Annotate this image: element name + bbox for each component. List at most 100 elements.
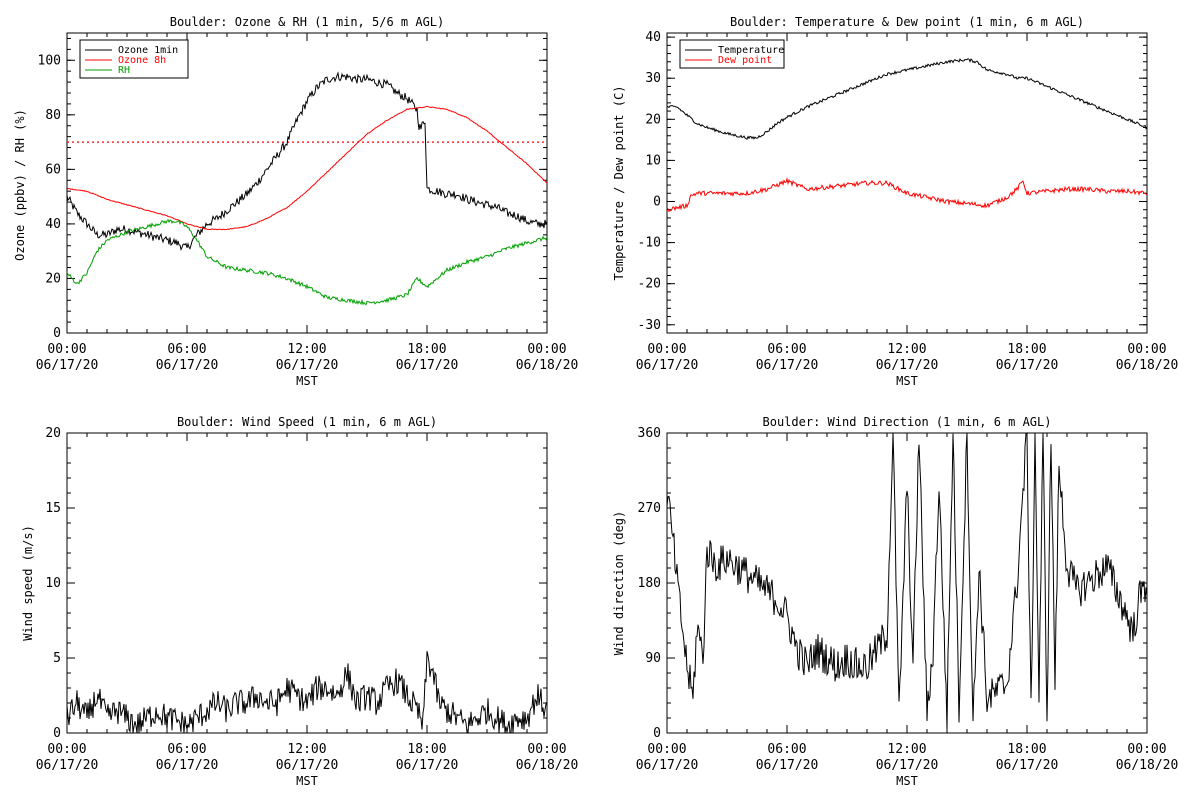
x-axis-label: MST [296, 774, 318, 788]
x-tick-label-date: 06/17/20 [756, 358, 819, 373]
x-tick-label-time: 00:00 [647, 342, 686, 357]
x-tick-label-time: 12:00 [887, 342, 926, 357]
x-tick-label-date: 06/17/20 [876, 358, 939, 373]
y-axis-label: Ozone (ppbv) / RH (%) [13, 109, 27, 261]
x-tick-label-date: 06/17/20 [276, 358, 339, 373]
x-tick-label-time: 00:00 [1127, 742, 1166, 757]
y-tick-label: 20 [45, 426, 61, 441]
plot-frame [666, 32, 1148, 334]
y-axis-label: Wind speed (m/s) [21, 525, 35, 641]
axes: -30-20-1001020304000:0006/17/2006:0006/1… [636, 30, 1179, 373]
series-line-dew-point [666, 176, 1148, 213]
x-tick-label-date: 06/17/20 [396, 358, 459, 373]
x-tick-label-time: 00:00 [527, 342, 566, 357]
x-tick-label-date: 06/17/20 [876, 758, 939, 773]
y-tick-label: 0 [653, 194, 661, 209]
x-tick-label-date: 06/17/20 [156, 358, 219, 373]
x-tick-label-time: 18:00 [407, 342, 446, 357]
y-tick-label: 5 [53, 651, 61, 666]
legend: Temperature Dew point [679, 39, 785, 69]
series-line-wind-dir [666, 432, 1148, 731]
axes: 0510152000:0006/17/2006:0006/17/2012:000… [36, 426, 579, 773]
y-tick-label: -30 [638, 318, 661, 333]
y-tick-label: -20 [638, 277, 661, 292]
x-tick-label-time: 00:00 [647, 742, 686, 757]
x-tick-label-date: 06/17/20 [636, 358, 699, 373]
y-tick-label: 100 [38, 53, 61, 68]
x-tick-label-date: 06/17/20 [756, 758, 819, 773]
y-tick-label: 15 [45, 501, 61, 516]
x-tick-label-time: 06:00 [767, 742, 806, 757]
y-tick-label: 0 [53, 326, 61, 341]
legend-entry-dew-point: Dew point [718, 55, 772, 66]
series-line-temperature [666, 58, 1148, 140]
x-tick-label-time: 06:00 [167, 742, 206, 757]
x-tick-label-date: 06/17/20 [156, 758, 219, 773]
x-tick-label-time: 00:00 [47, 342, 86, 357]
y-axis-label: Wind direction (deg) [612, 511, 626, 656]
y-tick-label: 180 [638, 576, 661, 591]
y-tick-label: 90 [645, 651, 661, 666]
legend: Ozone 1min Ozone 8h RH [79, 39, 189, 79]
y-axis-label: Temperature / Dew point (C) [612, 85, 626, 280]
y-tick-label: 0 [653, 726, 661, 741]
y-tick-label: 20 [645, 112, 661, 127]
x-tick-label-time: 18:00 [1007, 342, 1046, 357]
x-tick-label-date: 06/17/20 [996, 358, 1059, 373]
y-tick-label: 360 [638, 426, 661, 441]
x-tick-label-date: 06/18/20 [1116, 358, 1179, 373]
x-tick-label-date: 06/18/20 [516, 358, 579, 373]
x-tick-label-time: 00:00 [527, 742, 566, 757]
x-tick-label-date: 06/18/20 [1116, 758, 1179, 773]
x-tick-label-time: 18:00 [1007, 742, 1046, 757]
y-tick-label: 80 [45, 108, 61, 123]
x-tick-label-date: 06/17/20 [396, 758, 459, 773]
legend-entry-temperature: Temperature [718, 45, 784, 56]
x-tick-label-date: 06/17/20 [36, 758, 99, 773]
series-line-ozone-8h [66, 105, 548, 231]
axes: 02040608010000:0006/17/2006:0006/17/2012… [36, 32, 579, 373]
x-tick-label-time: 06:00 [167, 342, 206, 357]
chart-title: Boulder: Ozone & RH (1 min, 5/6 m AGL) [170, 15, 445, 29]
legend-entry-ozone-1min: Ozone 1min [118, 45, 178, 56]
y-tick-label: 10 [645, 153, 661, 168]
x-axis-label: MST [896, 774, 918, 788]
series-line-rh [66, 218, 548, 306]
chart-title: Boulder: Wind Direction (1 min, 6 m AGL) [763, 415, 1052, 429]
legend-box [679, 39, 785, 69]
x-tick-label-date: 06/18/20 [516, 758, 579, 773]
x-tick-label-time: 12:00 [287, 742, 326, 757]
panel-wind-speed: Boulder: Wind Speed (1 min, 6 m AGL) Win… [21, 415, 578, 788]
x-tick-label-time: 12:00 [887, 742, 926, 757]
plot-frame [66, 432, 548, 734]
y-tick-label: 60 [45, 162, 61, 177]
x-tick-label-time: 18:00 [407, 742, 446, 757]
y-tick-label: 270 [638, 501, 661, 516]
series-line-wind-speed [66, 651, 548, 734]
legend-box [79, 39, 189, 79]
x-axis-label: MST [296, 374, 318, 388]
x-tick-label-time: 12:00 [287, 342, 326, 357]
panel-wind-direction: Boulder: Wind Direction (1 min, 6 m AGL)… [612, 415, 1178, 788]
panel-ozone-rh: Boulder: Ozone & RH (1 min, 5/6 m AGL) O… [13, 15, 578, 388]
chart-title: Boulder: Temperature & Dew point (1 min,… [730, 15, 1084, 29]
series-line-ozone-1min [66, 71, 548, 252]
legend-entry-rh: RH [118, 65, 130, 76]
y-tick-label: 0 [53, 726, 61, 741]
x-axis-label: MST [896, 374, 918, 388]
x-tick-label-date: 06/17/20 [996, 758, 1059, 773]
legend-entry-ozone-8h: Ozone 8h [118, 55, 166, 66]
axes: 09018027036000:0006/17/2006:0006/17/2012… [636, 426, 1179, 773]
x-tick-label-date: 06/17/20 [276, 758, 339, 773]
x-tick-label-time: 06:00 [767, 342, 806, 357]
y-tick-label: -10 [638, 236, 661, 251]
chart-title: Boulder: Wind Speed (1 min, 6 m AGL) [177, 415, 437, 429]
y-tick-label: 40 [45, 217, 61, 232]
x-tick-label-date: 06/17/20 [636, 758, 699, 773]
x-tick-label-time: 00:00 [47, 742, 86, 757]
y-tick-label: 30 [645, 71, 661, 86]
x-tick-label-date: 06/17/20 [36, 358, 99, 373]
y-tick-label: 10 [45, 576, 61, 591]
x-tick-label-time: 00:00 [1127, 342, 1166, 357]
